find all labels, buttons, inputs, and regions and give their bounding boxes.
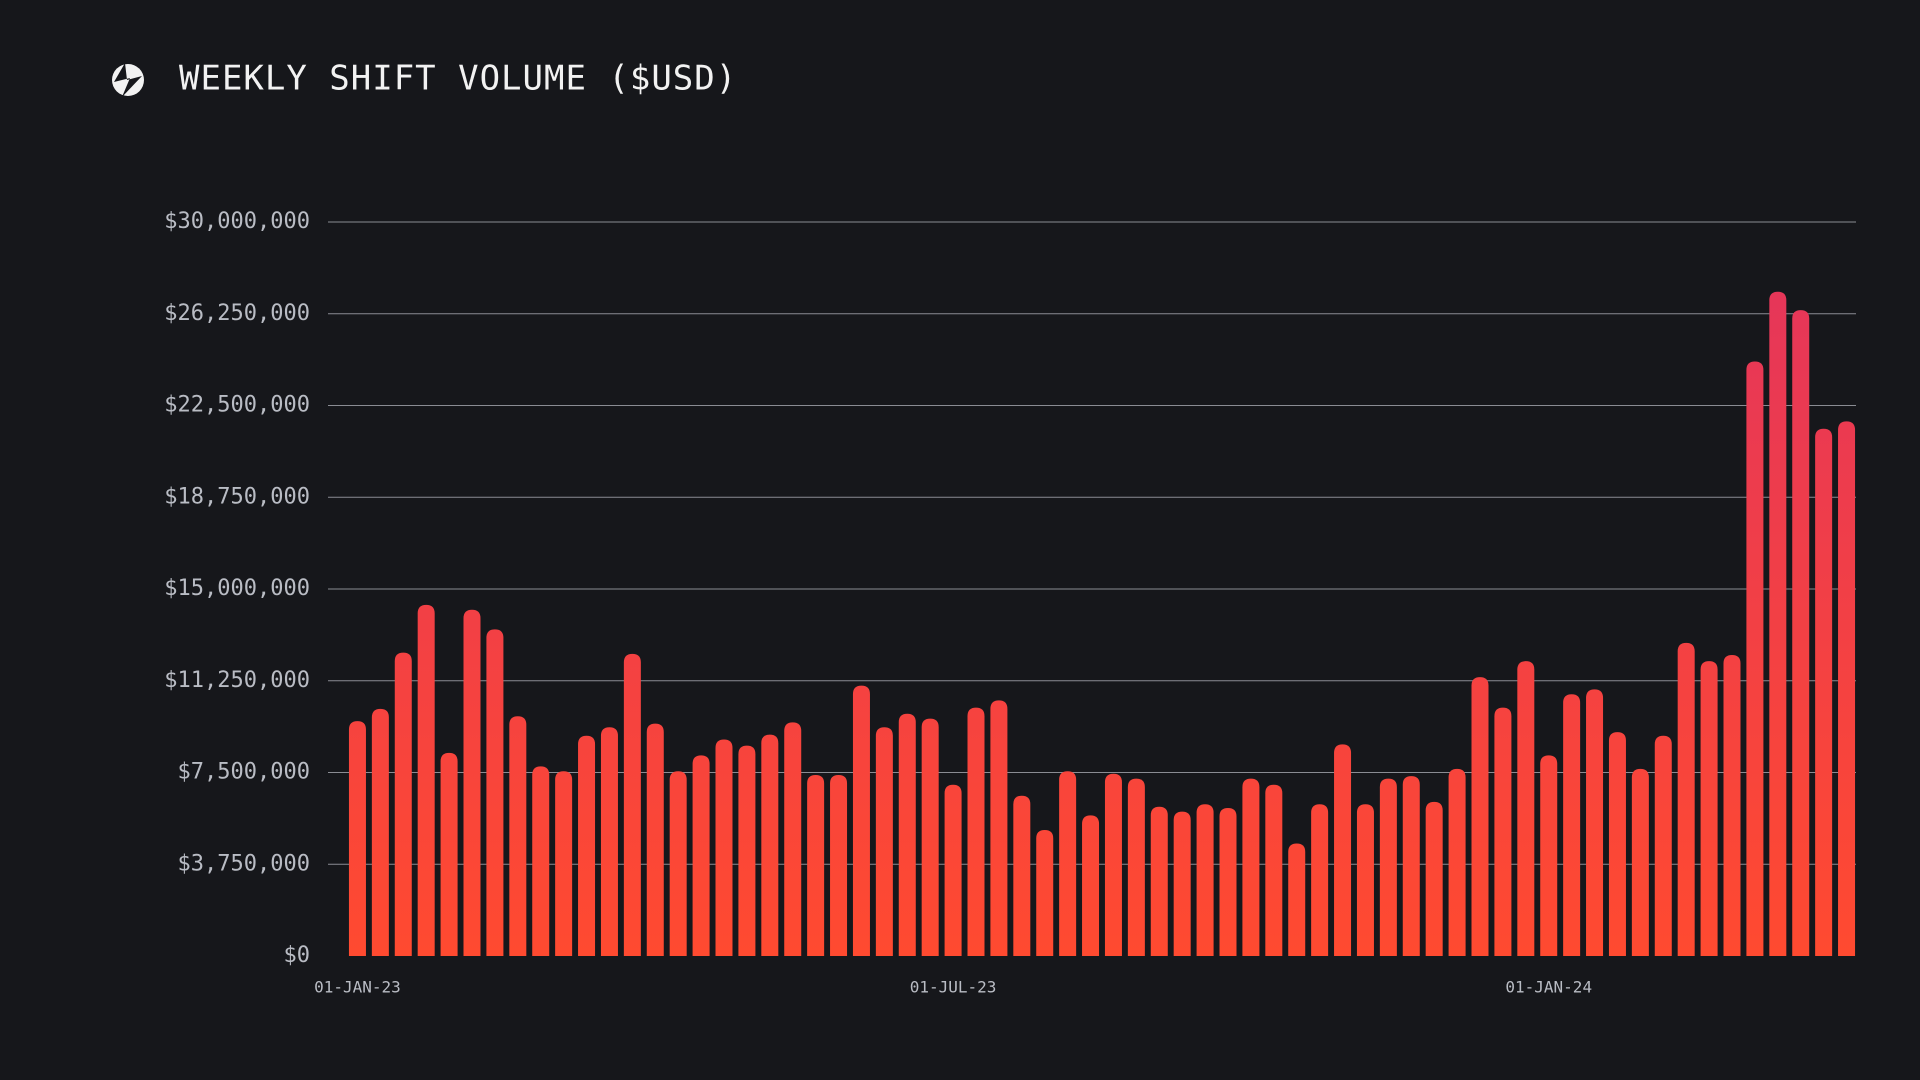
bar bbox=[1815, 428, 1833, 956]
bar bbox=[692, 755, 710, 956]
bar bbox=[1059, 771, 1077, 956]
bar bbox=[623, 653, 641, 956]
bar bbox=[463, 609, 481, 956]
bar bbox=[1173, 811, 1191, 956]
bar bbox=[807, 774, 825, 956]
bar bbox=[1631, 768, 1649, 956]
bar bbox=[830, 774, 848, 956]
bar bbox=[715, 739, 733, 956]
bar bbox=[1356, 804, 1374, 956]
bar bbox=[1265, 784, 1283, 956]
bar bbox=[348, 721, 366, 956]
bar bbox=[440, 752, 458, 956]
bar bbox=[1471, 677, 1489, 956]
bar bbox=[1563, 694, 1581, 956]
bar bbox=[967, 707, 985, 956]
bar bbox=[1127, 778, 1145, 956]
bar bbox=[761, 734, 779, 956]
bar bbox=[394, 652, 412, 956]
bar bbox=[1311, 804, 1329, 956]
bar bbox=[1013, 795, 1031, 956]
bar bbox=[1677, 642, 1695, 956]
bar bbox=[1402, 776, 1420, 956]
bar bbox=[1448, 768, 1466, 956]
bar bbox=[1150, 806, 1168, 956]
y-tick-label: $11,250,000 bbox=[164, 668, 310, 693]
chart-title: WEEKLY SHIFT VOLUME ($USD) bbox=[179, 59, 737, 99]
bar bbox=[1219, 807, 1237, 956]
bar bbox=[371, 708, 389, 956]
bar bbox=[1586, 689, 1604, 956]
bar bbox=[1517, 661, 1535, 956]
bar bbox=[1334, 744, 1352, 956]
bar bbox=[1723, 655, 1741, 956]
bar bbox=[852, 685, 870, 956]
bar bbox=[1379, 778, 1397, 956]
bar bbox=[646, 723, 664, 956]
bar bbox=[1104, 773, 1122, 956]
bar bbox=[578, 735, 596, 956]
bar bbox=[555, 771, 573, 956]
bar bbox=[1494, 707, 1512, 956]
bar bbox=[1700, 661, 1718, 956]
bar bbox=[1425, 801, 1443, 956]
bar bbox=[669, 771, 687, 956]
bar bbox=[1082, 815, 1100, 956]
x-tick-label: 01-JAN-24 bbox=[1505, 978, 1592, 997]
bar bbox=[1792, 310, 1810, 957]
bar bbox=[1540, 755, 1558, 956]
logo bbox=[112, 63, 144, 97]
bar bbox=[1242, 778, 1260, 956]
bar bbox=[1608, 732, 1626, 956]
x-tick-label: 01-JAN-23 bbox=[314, 978, 401, 997]
bar bbox=[1746, 361, 1764, 957]
y-tick-label: $3,750,000 bbox=[178, 851, 310, 876]
bar bbox=[417, 604, 435, 956]
bar bbox=[1769, 291, 1787, 957]
bar bbox=[486, 629, 504, 956]
bar bbox=[1288, 843, 1306, 956]
bar bbox=[738, 745, 756, 956]
bar bbox=[1838, 421, 1856, 956]
bar bbox=[1036, 829, 1054, 956]
bar bbox=[1654, 735, 1672, 956]
bar bbox=[990, 700, 1008, 956]
y-tick-label: $22,500,000 bbox=[164, 393, 310, 418]
y-tick-label: $26,250,000 bbox=[164, 301, 310, 326]
bar bbox=[1196, 804, 1214, 956]
bar bbox=[898, 713, 916, 956]
y-tick-label: $30,000,000 bbox=[164, 209, 310, 234]
bar bbox=[784, 722, 802, 956]
bar bbox=[509, 716, 527, 956]
y-tick-label: $7,500,000 bbox=[178, 760, 310, 785]
y-tick-label: $0 bbox=[284, 943, 311, 968]
bar bbox=[944, 784, 962, 956]
bar bbox=[600, 727, 618, 956]
y-tick-label: $15,000,000 bbox=[164, 576, 310, 601]
bar bbox=[875, 727, 893, 956]
x-tick-label: 01-JUL-23 bbox=[910, 978, 997, 997]
bar bbox=[921, 718, 939, 956]
y-tick-label: $18,750,000 bbox=[164, 484, 310, 509]
bar bbox=[532, 766, 550, 956]
